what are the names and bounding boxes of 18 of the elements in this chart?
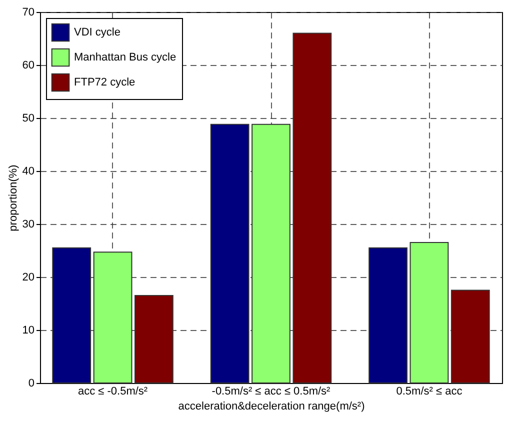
bar	[368, 247, 408, 384]
legend-label: FTP72 cycle	[74, 76, 136, 88]
y-tick-label: 10	[22, 324, 34, 336]
x-tick-label: acc ≤ -0.5m/s²	[78, 386, 148, 398]
y-tick-label: 50	[22, 112, 34, 124]
x-tick-label: -0.5m/s² ≤ acc ≤ 0.5m/s²	[212, 386, 331, 398]
y-tick-label: 70	[22, 6, 34, 18]
x-tick-label: 0.5m/s² ≤ acc	[396, 386, 463, 398]
y-tick-label: 0	[28, 378, 34, 390]
y-tick-label: 30	[22, 218, 34, 230]
legend-label: Manhattan Bus cycle	[74, 52, 176, 64]
y-tick-label: 60	[22, 60, 34, 72]
y-tick-label: 20	[22, 272, 34, 284]
x-axis-title: acceleration&deceleration range(m/s²)	[178, 400, 365, 412]
bar	[410, 242, 449, 384]
legend-label: VDI cycle	[74, 26, 120, 38]
y-axis-title: proportion(%)	[7, 164, 20, 232]
y-tick-label: 40	[22, 166, 34, 178]
